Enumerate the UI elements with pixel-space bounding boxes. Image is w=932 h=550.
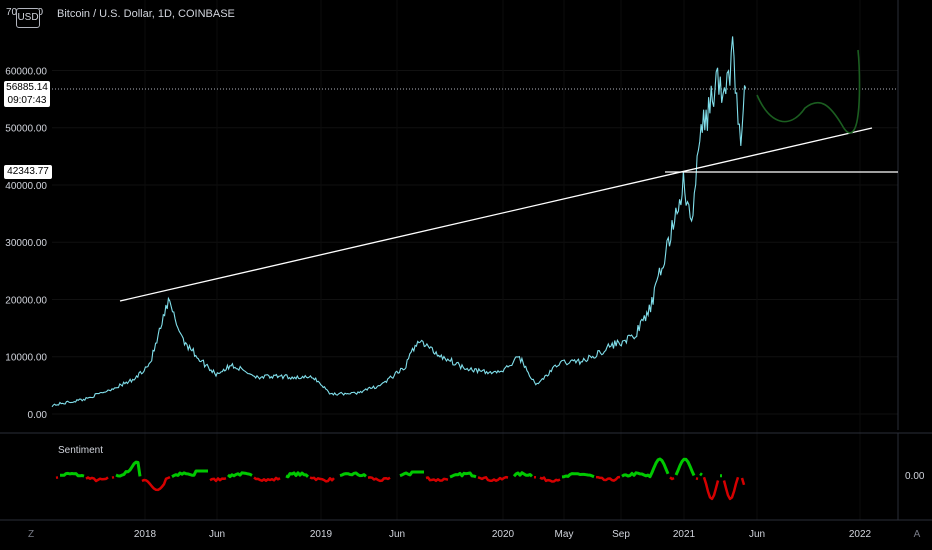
last-price-label: 56885.14 09:07:43 [4,81,50,107]
price-scale-label: 40000.00 [5,181,47,192]
time-axis-label: 2019 [310,529,333,540]
price-scale-label: 60000.00 [5,66,47,77]
projection-curve[interactable] [756,49,861,134]
price-scale[interactable]: 60000.00 50000.00 40000.00 30000.00 20000.00… [5,7,47,421]
time-axis-label: Jun [209,529,225,540]
bar-countdown: 09:07:43 [7,95,47,106]
auto-scale-button[interactable]: A [913,529,921,540]
price-scale-label: 20000.00 [5,295,47,306]
time-axis-label: Jun [749,529,765,540]
time-axis-label: 2021 [673,529,696,540]
price-scale-label: 0.00 [28,410,48,421]
time-axis-label: 2022 [849,529,872,540]
price-series-line [51,36,747,408]
last-price-value: 56885.14 [6,82,48,93]
sentiment-negative-line [55,475,746,501]
sentiment-positive-line [60,459,740,477]
indicator-title: Sentiment [58,445,104,456]
time-axis[interactable]: 2018 Jun 2019 Jun 2020 May Sep 2021 Jun 2022 [134,529,872,540]
chart-grid [52,0,898,520]
indicator-zero-label: 0.00 [905,471,925,482]
time-axis-label: 2020 [492,529,515,540]
time-axis-label: May [555,529,574,540]
time-axis-label: Jun [389,529,405,540]
time-axis-label: Sep [612,529,630,540]
scale-toggle-z-button[interactable]: Z [27,529,35,540]
currency-button[interactable]: USD [16,8,40,28]
price-scale-label: 30000.00 [5,238,47,249]
time-axis-label: 2018 [134,529,157,540]
horizontal-level-label: 42343.77 [4,165,52,179]
symbol-title: Bitcoin / U.S. Dollar, 1D, COINBASE [57,8,235,20]
trend-line[interactable] [119,127,873,302]
price-scale-label: 50000.00 [5,124,47,135]
price-scale-label-top: 700 [6,7,23,18]
price-scale-label: 10000.00 [5,353,47,364]
